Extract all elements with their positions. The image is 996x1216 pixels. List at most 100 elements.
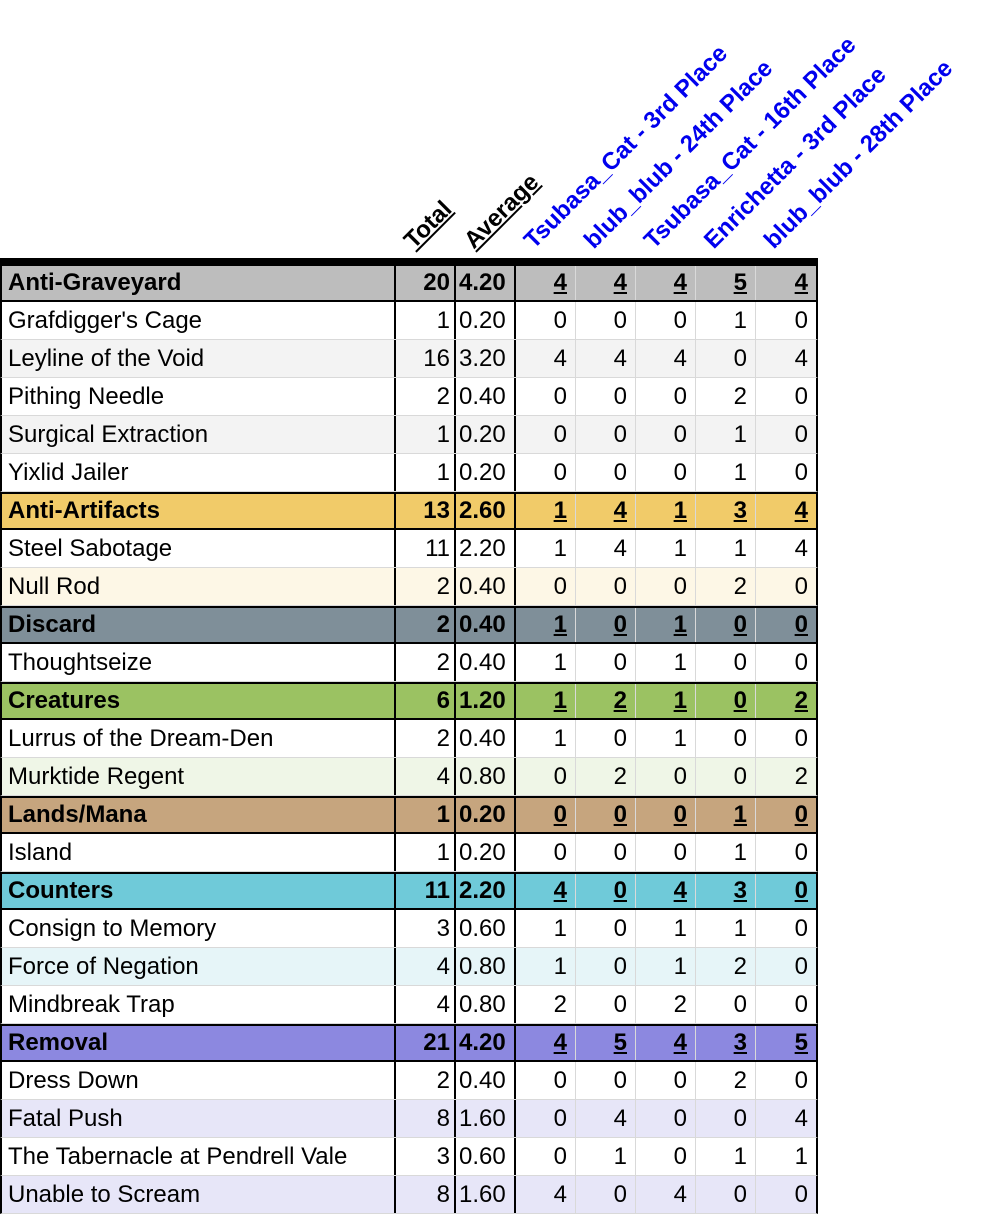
player-count-cell[interactable]: 4 <box>636 266 696 300</box>
player-count-cell[interactable]: 4 <box>756 266 816 300</box>
player-count-cell[interactable]: 2 <box>636 986 696 1023</box>
player-count-cell[interactable]: 1 <box>636 494 696 528</box>
total-cell[interactable]: 11 <box>396 874 456 908</box>
player-count-cell[interactable]: 0 <box>756 1176 816 1213</box>
average-cell[interactable]: 2.20 <box>456 874 516 908</box>
player-count-cell[interactable]: 0 <box>636 1062 696 1099</box>
player-count-cell[interactable]: 1 <box>516 948 576 985</box>
player-count-cell[interactable]: 0 <box>516 454 576 491</box>
group-name[interactable]: Anti-Artifacts <box>2 494 396 528</box>
player-count-cell[interactable]: 0 <box>696 1100 756 1137</box>
player-count-cell[interactable]: 2 <box>576 758 636 795</box>
player-count-cell[interactable]: 0 <box>516 378 576 415</box>
group-name[interactable]: Discard <box>2 608 396 642</box>
card-name[interactable]: The Tabernacle at Pendrell Vale <box>2 1138 396 1175</box>
card-name[interactable]: Steel Sabotage <box>2 530 396 567</box>
player-count-cell[interactable]: 1 <box>636 644 696 681</box>
card-name[interactable]: Leyline of the Void <box>2 340 396 377</box>
player-count-cell[interactable]: 0 <box>576 986 636 1023</box>
player-count-cell[interactable]: 4 <box>516 874 576 908</box>
player-count-cell[interactable]: 0 <box>756 1062 816 1099</box>
group-name[interactable]: Anti-Graveyard <box>2 266 396 300</box>
player-count-cell[interactable]: 0 <box>756 454 816 491</box>
player-count-cell[interactable]: 4 <box>576 494 636 528</box>
player-count-cell[interactable]: 1 <box>696 910 756 947</box>
group-name[interactable]: Removal <box>2 1026 396 1060</box>
player-count-cell[interactable]: 1 <box>636 684 696 718</box>
card-name[interactable]: Lurrus of the Dream-Den <box>2 720 396 757</box>
total-cell[interactable]: 2 <box>396 378 456 415</box>
card-name[interactable]: Consign to Memory <box>2 910 396 947</box>
player-count-cell[interactable]: 4 <box>576 266 636 300</box>
player-count-cell[interactable]: 0 <box>516 302 576 339</box>
total-cell[interactable]: 21 <box>396 1026 456 1060</box>
group-name[interactable]: Creatures <box>2 684 396 718</box>
player-count-cell[interactable]: 0 <box>576 454 636 491</box>
player-count-cell[interactable]: 0 <box>516 568 576 605</box>
player-count-cell[interactable]: 1 <box>696 834 756 871</box>
player-count-cell[interactable]: 0 <box>636 568 696 605</box>
average-cell[interactable]: 0.20 <box>456 834 516 871</box>
card-name[interactable]: Mindbreak Trap <box>2 986 396 1023</box>
player-count-cell[interactable]: 1 <box>696 302 756 339</box>
player-count-cell[interactable]: 0 <box>576 834 636 871</box>
total-cell[interactable]: 2 <box>396 720 456 757</box>
average-cell[interactable]: 0.40 <box>456 568 516 605</box>
player-count-cell[interactable]: 0 <box>576 720 636 757</box>
average-cell[interactable]: 1.60 <box>456 1176 516 1213</box>
player-count-cell[interactable]: 0 <box>756 910 816 947</box>
total-cell[interactable]: 13 <box>396 494 456 528</box>
card-name[interactable]: Yixlid Jailer <box>2 454 396 491</box>
player-count-cell[interactable]: 0 <box>516 1062 576 1099</box>
player-count-cell[interactable]: 0 <box>756 644 816 681</box>
average-cell[interactable]: 2.60 <box>456 494 516 528</box>
player-count-cell[interactable]: 4 <box>636 874 696 908</box>
player-count-cell[interactable]: 1 <box>696 416 756 453</box>
player-count-cell[interactable]: 1 <box>516 910 576 947</box>
player-count-cell[interactable]: 4 <box>516 1026 576 1060</box>
player-count-cell[interactable]: 0 <box>756 568 816 605</box>
player-count-cell[interactable]: 4 <box>516 340 576 377</box>
player-count-cell[interactable]: 0 <box>516 798 576 832</box>
total-cell[interactable]: 1 <box>396 834 456 871</box>
player-count-cell[interactable]: 1 <box>696 530 756 567</box>
total-cell[interactable]: 4 <box>396 948 456 985</box>
player-count-cell[interactable]: 0 <box>696 758 756 795</box>
player-count-cell[interactable]: 0 <box>636 454 696 491</box>
player-count-cell[interactable]: 3 <box>696 494 756 528</box>
player-count-cell[interactable]: 0 <box>576 1176 636 1213</box>
card-name[interactable]: Pithing Needle <box>2 378 396 415</box>
card-name[interactable]: Surgical Extraction <box>2 416 396 453</box>
average-cell[interactable]: 0.20 <box>456 302 516 339</box>
player-count-cell[interactable]: 0 <box>696 986 756 1023</box>
player-count-cell[interactable]: 0 <box>636 798 696 832</box>
total-cell[interactable]: 3 <box>396 1138 456 1175</box>
player-count-cell[interactable]: 2 <box>696 948 756 985</box>
player-count-cell[interactable]: 4 <box>636 1176 696 1213</box>
total-cell[interactable]: 2 <box>396 644 456 681</box>
player-count-cell[interactable]: 3 <box>696 874 756 908</box>
player-count-cell[interactable]: 4 <box>756 340 816 377</box>
total-cell[interactable]: 2 <box>396 608 456 642</box>
average-cell[interactable]: 0.80 <box>456 948 516 985</box>
player-count-cell[interactable]: 4 <box>636 340 696 377</box>
player-count-cell[interactable]: 0 <box>756 986 816 1023</box>
average-cell[interactable]: 0.80 <box>456 758 516 795</box>
average-cell[interactable]: 0.20 <box>456 798 516 832</box>
player-count-cell[interactable]: 0 <box>516 834 576 871</box>
player-count-cell[interactable]: 1 <box>516 644 576 681</box>
player-count-cell[interactable]: 0 <box>636 1138 696 1175</box>
average-cell[interactable]: 0.40 <box>456 608 516 642</box>
player-count-cell[interactable]: 2 <box>696 378 756 415</box>
player-count-cell[interactable]: 0 <box>636 416 696 453</box>
player-count-cell[interactable]: 1 <box>576 1138 636 1175</box>
total-cell[interactable]: 4 <box>396 986 456 1023</box>
player-count-cell[interactable]: 0 <box>696 1176 756 1213</box>
player-count-cell[interactable]: 0 <box>576 1062 636 1099</box>
player-count-cell[interactable]: 1 <box>516 530 576 567</box>
player-count-cell[interactable]: 0 <box>756 874 816 908</box>
average-cell[interactable]: 1.20 <box>456 684 516 718</box>
player-count-cell[interactable]: 0 <box>576 378 636 415</box>
group-name[interactable]: Counters <box>2 874 396 908</box>
card-name[interactable]: Murktide Regent <box>2 758 396 795</box>
